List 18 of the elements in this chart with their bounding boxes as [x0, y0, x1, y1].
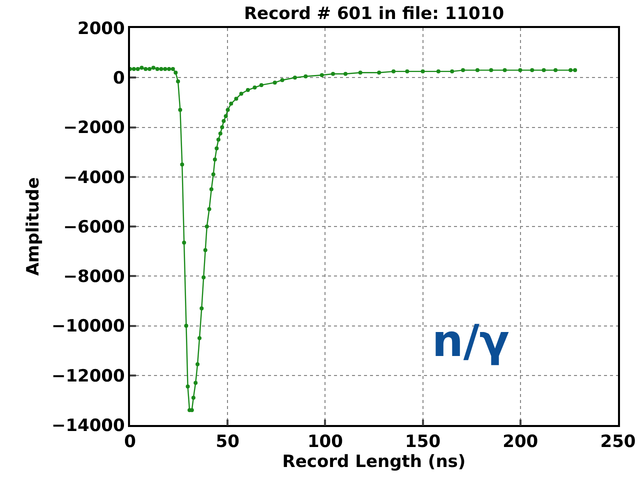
- x-tick-label: 150: [405, 432, 441, 452]
- y-tick-label: −2000: [63, 118, 126, 138]
- y-tick-label: −4000: [63, 168, 126, 188]
- annotation: n/γ: [432, 316, 510, 367]
- y-axis-title: Amplitude: [24, 177, 44, 276]
- y-tick-label: −8000: [63, 267, 126, 288]
- y-tick-label: −10000: [51, 316, 126, 337]
- x-tick-label: 200: [502, 432, 538, 452]
- y-tick-label: −12000: [51, 366, 126, 386]
- y-tick-label: 0: [113, 68, 126, 89]
- x-axis-title: Record Length (ns): [282, 452, 466, 472]
- y-tick-label: −14000: [51, 416, 126, 436]
- y-tick-label: 2000: [78, 18, 126, 39]
- x-tick-label: 250: [600, 432, 636, 452]
- x-tick-label: 100: [307, 432, 344, 452]
- chart-title: Record # 601 in file: 11010: [244, 4, 504, 24]
- y-tick-label: −6000: [63, 217, 126, 238]
- x-tick-label: 50: [216, 432, 240, 452]
